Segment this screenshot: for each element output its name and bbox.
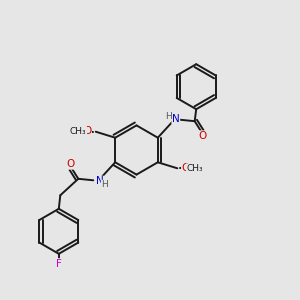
Text: O: O bbox=[66, 159, 74, 169]
Text: O: O bbox=[199, 131, 207, 141]
Text: N: N bbox=[96, 176, 104, 186]
Text: F: F bbox=[56, 259, 62, 269]
Text: H: H bbox=[166, 112, 172, 121]
Text: O: O bbox=[83, 126, 92, 136]
Text: CH₃: CH₃ bbox=[70, 127, 87, 136]
Text: O: O bbox=[182, 163, 190, 173]
Text: N: N bbox=[172, 114, 180, 124]
Text: CH₃: CH₃ bbox=[186, 164, 203, 173]
Text: H: H bbox=[101, 180, 108, 189]
